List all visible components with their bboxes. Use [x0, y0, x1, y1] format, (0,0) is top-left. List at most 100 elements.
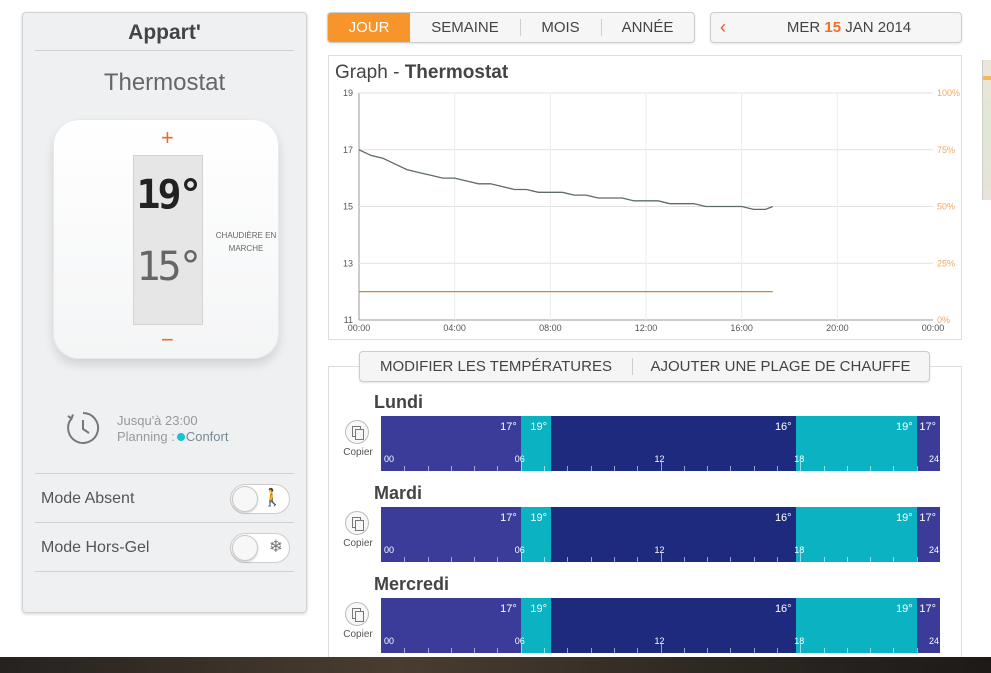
hour-tick: [870, 648, 872, 653]
hour-tick: [637, 466, 639, 471]
hour-tick: [683, 466, 685, 471]
hour-label: 24: [929, 636, 940, 646]
setpoint-temperature: 15°: [136, 244, 202, 290]
schedule-day-row: Mercredi Copier 17° 19° 16° 19° 17° 00 06 12 18 24: [340, 574, 950, 654]
graph-panel: 11 13 15 17 19 0% 25% 50% 75% 100% 00:00 04:00 08:00…: [328, 55, 962, 340]
map-preview[interactable]: [982, 60, 991, 200]
hour-tick: [590, 466, 592, 471]
toggle-knob: [232, 486, 258, 512]
hour-tick: [590, 557, 592, 562]
hour-tick: [427, 466, 429, 471]
hour-tick: [846, 557, 848, 562]
y2-tick-label: 0%: [937, 315, 950, 325]
date-weekday: MER: [786, 19, 821, 36]
hour-tick: [823, 557, 825, 562]
hour-label: 06: [514, 636, 525, 646]
schedule-segment-confort[interactable]: 19°: [795, 598, 917, 653]
copy-label: Copier: [343, 538, 373, 549]
hour-tick: [497, 466, 499, 471]
current-date: MER 15 JAN 2014: [737, 19, 961, 36]
hour-tick: [474, 557, 476, 562]
hour-tick: [544, 648, 546, 653]
hour-label: 00: [384, 636, 395, 646]
schedule-segment-eco[interactable]: 17°: [381, 598, 521, 653]
schedule-segment-confort[interactable]: 19°: [520, 598, 552, 653]
decrease-temp-button[interactable]: −: [161, 327, 174, 352]
date-month-year: JAN 2014: [845, 19, 912, 36]
hour-tick: [474, 466, 476, 471]
hour-tick: [823, 648, 825, 653]
hour-tick: [544, 466, 546, 471]
schedule-segment-eco[interactable]: 17°: [381, 416, 521, 471]
day-name: Lundi: [374, 392, 423, 412]
hour-tick: [450, 466, 452, 471]
add-heating-slot-button[interactable]: AJOUTER UNE PLAGE DE CHAUFFE: [632, 352, 929, 381]
hour-label: 18: [794, 454, 805, 464]
schedule-segment-eco[interactable]: 17°: [916, 507, 940, 562]
schedule-bar[interactable]: 17° 19° 16° 19° 17° 00 06 12 18 24: [381, 416, 940, 471]
schedule-segment-nuit[interactable]: 16°: [551, 416, 796, 471]
schedule-segment-eco[interactable]: 17°: [381, 507, 521, 562]
schedule-segment-nuit[interactable]: 16°: [551, 598, 796, 653]
copy-day-button[interactable]: Copier: [340, 602, 376, 646]
segment-temperature: 17°: [919, 512, 936, 524]
increase-temp-button[interactable]: +: [161, 125, 174, 150]
boiler-status: CHAUDIÈRE EN MARCHE: [211, 229, 281, 255]
mode-absent-toggle[interactable]: 🚶: [230, 484, 290, 514]
mode-absent-label: Mode Absent: [41, 490, 135, 507]
temperature-chart: 11 13 15 17 19 0% 25% 50% 75% 100% 00:00 04:00 08:00…: [343, 88, 960, 333]
previous-day-button[interactable]: ‹: [720, 17, 726, 37]
schedule-segment-nuit[interactable]: 16°: [551, 507, 796, 562]
hour-tick: [870, 557, 872, 562]
home-name: Appart': [128, 21, 201, 44]
tab-semaine[interactable]: SEMAINE: [431, 19, 499, 36]
hour-label: 18: [794, 545, 805, 555]
graph-title-prefix: Graph -: [335, 62, 405, 83]
temperature-series-line: [358, 149, 773, 210]
x-tick-label: 20:00: [826, 323, 849, 333]
schedule-segment-confort[interactable]: 19°: [795, 416, 917, 471]
schedule-segment-confort[interactable]: 19°: [520, 416, 552, 471]
tab-annee[interactable]: ANNÉE: [601, 13, 694, 42]
copy-day-button[interactable]: Copier: [340, 420, 376, 464]
schedule-day-row: Mardi Copier 17° 19° 16° 19° 17° 00 06 12 18 24: [340, 483, 950, 563]
hour-tick: [823, 466, 825, 471]
copy-label: Copier: [343, 447, 373, 458]
hour-label: 00: [384, 454, 395, 464]
x-tick-label: 04:00: [443, 323, 466, 333]
y2-tick-label: 25%: [937, 258, 955, 268]
schedule-toolbar: MODIFIER LES TEMPÉRATURES AJOUTER UNE PL…: [359, 351, 930, 382]
modify-temperatures-button[interactable]: MODIFIER LES TEMPÉRATURES: [380, 358, 612, 375]
thermostat-device: + 19° 15° CHAUDIÈRE EN MARCHE −: [53, 119, 279, 359]
schedule-segment-eco[interactable]: 17°: [916, 598, 940, 653]
schedule-bar[interactable]: 17° 19° 16° 19° 17° 00 06 12 18 24: [381, 507, 940, 562]
segment-temperature: 17°: [919, 603, 936, 615]
schedule-segment-eco[interactable]: 17°: [916, 416, 940, 471]
confort-dot-icon: [176, 433, 185, 442]
schedule-segment-confort[interactable]: 19°: [795, 507, 917, 562]
device-panel: Appart' Thermostat + 19° 15° CHAUDIÈRE E…: [22, 12, 307, 613]
tab-mois[interactable]: MOIS: [520, 13, 601, 42]
hour-tick: [730, 648, 732, 653]
hour-tick: [637, 648, 639, 653]
hour-label: 06: [514, 454, 525, 464]
mode-hors-gel-toggle[interactable]: ❄: [230, 533, 290, 563]
hour-label: 24: [929, 545, 940, 555]
copy-label: Copier: [343, 629, 373, 640]
copy-day-button[interactable]: Copier: [340, 511, 376, 555]
tab-jour[interactable]: JOUR: [328, 13, 410, 42]
y2-tick-label: 100%: [937, 88, 960, 98]
schedule-bar[interactable]: 17° 19° 16° 19° 17° 00 06 12 18 24: [381, 598, 940, 653]
segment-temperature: 19°: [896, 603, 913, 615]
divider: [35, 473, 294, 474]
hour-label: 18: [794, 636, 805, 646]
x-tick-label: 00:00: [348, 323, 371, 333]
hour-tick: [707, 648, 709, 653]
hour-tick: [404, 466, 406, 471]
schedule-segment-confort[interactable]: 19°: [520, 507, 552, 562]
divider: [35, 522, 294, 523]
hour-label: 24: [929, 454, 940, 464]
graph-title: Graph - Thermostat: [335, 62, 508, 84]
hour-tick: [474, 648, 476, 653]
y-tick-label: 19: [343, 88, 353, 98]
